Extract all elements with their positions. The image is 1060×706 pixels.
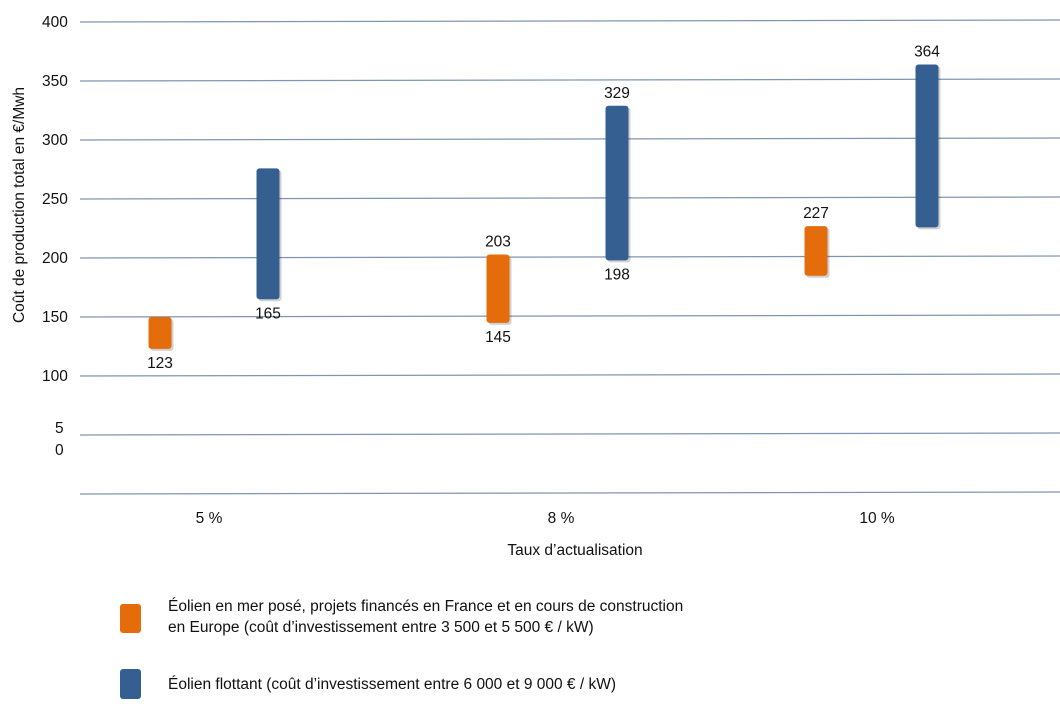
y-tick-label: 350 <box>42 73 68 90</box>
legend-swatch-blue <box>120 669 141 699</box>
x-tick-label: 10 % <box>859 510 895 527</box>
y-tick-label: 5 <box>55 420 64 437</box>
gridline <box>80 197 1060 199</box>
gridline <box>80 433 1060 435</box>
gridline <box>80 20 1060 22</box>
y-tick-label: 150 <box>42 309 68 326</box>
y-tick-label: 0 <box>55 442 64 459</box>
bar-fixed-offshore <box>149 317 172 349</box>
y-axis-label: Coût de production total en €/Mwh <box>11 87 28 323</box>
legend-label-fixed-offshore: Éolien en mer posé, projets financés en … <box>168 596 808 638</box>
gridline <box>80 256 1060 258</box>
y-tick-label: 100 <box>42 368 68 385</box>
gridline <box>80 492 1060 494</box>
x-axis-label: Taux d’actualisation <box>507 542 642 559</box>
legend-swatch-orange <box>120 604 141 633</box>
gridline <box>80 315 1060 317</box>
bar-fixed-offshore <box>487 254 510 322</box>
data-label-high: 364 <box>914 43 940 60</box>
gridline <box>80 374 1060 376</box>
legend-label-floating: Éolien flottant (coût d’investissement e… <box>168 674 808 695</box>
y-tick-label: 250 <box>42 191 68 208</box>
gridline <box>80 138 1060 140</box>
x-tick-label: 5 % <box>196 510 223 527</box>
data-label-high: 329 <box>604 85 630 102</box>
data-label-high: 227 <box>803 205 829 222</box>
gridline <box>80 79 1060 81</box>
y-tick-label: 400 <box>42 14 68 31</box>
bar-floating <box>916 64 939 227</box>
y-tick-label: 300 <box>42 132 68 149</box>
bar-floating <box>606 106 629 261</box>
data-label-high: 203 <box>485 233 511 250</box>
bar-floating <box>257 168 280 299</box>
legend-label-line-1: Éolien en mer posé, projets financés en … <box>168 596 808 617</box>
bar-fixed-offshore <box>805 226 828 276</box>
data-label-low: 198 <box>604 266 630 283</box>
x-tick-label: 8 % <box>548 510 575 527</box>
legend-label-line-1: Éolien flottant (coût d’investissement e… <box>168 674 808 695</box>
y-tick-label: 200 <box>42 250 68 267</box>
data-label-low: 123 <box>147 355 173 372</box>
data-label-low: 145 <box>485 329 511 346</box>
data-label-low: 165 <box>255 305 281 322</box>
legend-label-line-2: en Europe (coût d’investissement entre 3… <box>168 617 808 638</box>
